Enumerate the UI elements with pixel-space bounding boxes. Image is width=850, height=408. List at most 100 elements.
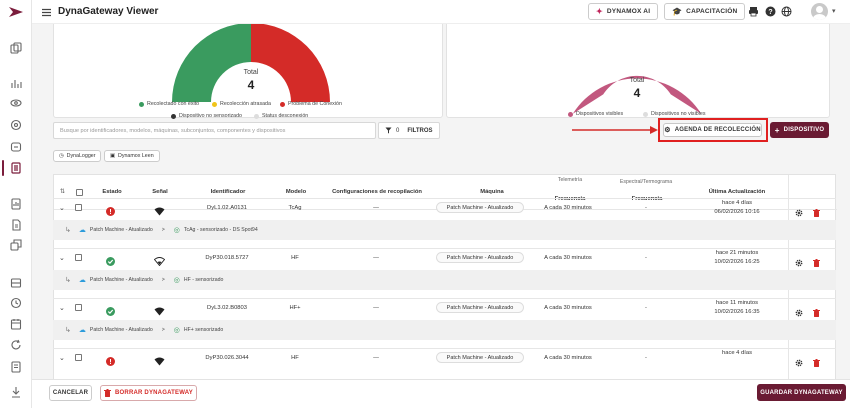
chart-slice-problem — [251, 24, 330, 102]
path-machine[interactable]: Patch Machine - Atualizado — [89, 327, 153, 333]
row-path: ↳ ☁ Patch Machine - Atualizado > ◎ HF+ sensor… — [53, 320, 836, 340]
path-breadcrumb: ↳ ☁ Patch Machine - Atualizado > ◎ TcAg - sen… — [65, 220, 258, 240]
sparkle-icon: ✦ — [596, 7, 603, 16]
menu-icon[interactable] — [41, 7, 52, 18]
delete-trash-icon[interactable] — [813, 254, 820, 272]
header-config[interactable]: Configuraciones de recopilación — [332, 189, 422, 195]
layers-icon[interactable] — [9, 238, 23, 252]
row-checkbox[interactable] — [75, 304, 82, 311]
corner-arrow-icon: ↳ — [65, 227, 71, 234]
user-avatar-icon[interactable] — [811, 3, 828, 20]
expand-chevron-icon[interactable]: ⌄ — [59, 355, 65, 362]
path-sensor[interactable]: TcAg - sensorizado - DS Spot94 — [183, 227, 258, 233]
machine-chip[interactable]: Patch Machine - Atualizado — [436, 352, 524, 363]
clock-icon[interactable] — [9, 296, 23, 310]
cell-updated-relative: hace 4 días — [722, 350, 752, 356]
training-button[interactable]: 🎓 CAPACITACIÓN — [664, 3, 746, 20]
tab-dynalogger[interactable]: ◷ DynaLogger — [53, 150, 102, 162]
cell-modelo: HF+ — [289, 305, 301, 311]
save-gateway-button[interactable]: GUARDAR DYNAGATEWAY — [757, 384, 846, 401]
cell-identificador: DyP30.026.3044 — [205, 355, 249, 361]
cell-frecuencia-telemetria: A cada 30 minutos — [544, 355, 592, 361]
collection-schedule-button[interactable]: ⚙ AGENDA DE RECOLECCIÓN — [663, 123, 762, 137]
row-checkbox[interactable] — [75, 354, 82, 361]
legend-delayed: Recolección atrasada — [212, 101, 271, 107]
gateway-icon[interactable] — [9, 161, 23, 175]
globe-icon[interactable] — [781, 6, 792, 17]
header-identificador[interactable]: Identificador — [210, 189, 246, 195]
sensor-target-icon: ◎ — [173, 327, 180, 334]
doc-list-icon[interactable] — [9, 360, 23, 374]
tab-dynamox-leen[interactable]: ▣ Dynamox Leen — [104, 150, 160, 162]
header-senal[interactable]: Señal — [152, 189, 168, 195]
cell-frecuencia-espectral: - — [645, 305, 647, 311]
signal-weak-icon — [153, 253, 166, 271]
header-telemetria: Telemetría — [557, 177, 583, 183]
cell-frecuencia-telemetria: A cada 30 minutos — [544, 255, 592, 261]
path-machine[interactable]: Patch Machine - Atualizado — [89, 227, 153, 233]
report-icon[interactable] — [9, 197, 23, 211]
cell-modelo: TcAg — [288, 205, 302, 211]
path-sensor[interactable]: HF+ sensorizado — [183, 327, 224, 333]
top-bar: DynaGateway Viewer ✦ DYNAMOX AI 🎓 CAPACI… — [32, 0, 850, 24]
calendar-icon[interactable] — [9, 317, 23, 331]
chevron-down-icon[interactable]: ▾ — [832, 8, 836, 15]
machine-chip[interactable]: Patch Machine - Atualizado — [436, 202, 524, 213]
header-frecuencia-telemetria[interactable]: Frecuencia — [554, 196, 586, 202]
sort-icon[interactable]: ⇅ — [60, 189, 66, 195]
select-all-checkbox[interactable] — [76, 189, 83, 196]
cell-identificador: DyP30.018.5727 — [205, 255, 249, 261]
print-icon[interactable] — [748, 6, 759, 17]
machine-chip[interactable]: Patch Machine - Atualizado — [436, 252, 524, 263]
row-checkbox[interactable] — [75, 204, 82, 211]
cancel-label: CANCELAR — [52, 390, 89, 396]
svg-text:?: ? — [768, 9, 772, 16]
help-icon[interactable]: ? — [765, 6, 776, 17]
add-device-button[interactable]: + DISPOSITIVO — [770, 122, 829, 138]
chart-total-value: 4 — [247, 78, 255, 92]
dynamox-ai-button[interactable]: ✦ DYNAMOX AI — [588, 3, 659, 20]
settings-gear-icon[interactable] — [795, 304, 803, 322]
sidebar-grid-icon[interactable] — [9, 77, 23, 91]
target-icon[interactable] — [9, 118, 23, 132]
delete-trash-icon[interactable] — [813, 204, 820, 222]
filters-button[interactable]: 0 FILTROS — [378, 122, 440, 139]
path-machine[interactable]: Patch Machine - Atualizado — [89, 277, 153, 283]
cell-updated-relative: hace 21 minutos — [715, 250, 759, 256]
status-error-icon — [106, 353, 115, 371]
download-icon[interactable] — [9, 385, 23, 399]
row-checkbox[interactable] — [75, 254, 82, 261]
sensor-target-icon: ◎ — [173, 277, 180, 284]
document-icon[interactable] — [9, 218, 23, 232]
path-sensor[interactable]: HF - sensorizado — [183, 277, 224, 283]
signal-strong-icon — [154, 203, 165, 221]
expand-chevron-icon[interactable]: ⌄ — [59, 305, 65, 312]
settings-gear-icon[interactable] — [795, 254, 803, 272]
delete-trash-icon[interactable] — [813, 304, 820, 322]
refresh-icon[interactable] — [9, 338, 23, 352]
list-icon[interactable] — [9, 276, 23, 290]
header-maquina[interactable]: Máquina — [480, 189, 504, 195]
add-device-label: DISPOSITIVO — [783, 127, 825, 133]
expand-chevron-icon[interactable]: ⌄ — [59, 255, 65, 262]
settings-gear-icon[interactable] — [795, 204, 803, 222]
collections-icon[interactable] — [9, 41, 23, 55]
search-input[interactable]: Busque por identificadores, modelos, máq… — [53, 122, 376, 139]
expand-chevron-icon[interactable]: ⌄ — [59, 205, 65, 212]
gauge-icon[interactable] — [9, 140, 23, 154]
row-path: ↳ ☁ Patch Machine - Atualizado > ◎ TcAg - sen… — [53, 220, 836, 240]
cell-identificador: DyL1.02.A0131 — [207, 205, 247, 211]
machine-chip[interactable]: Patch Machine - Atualizado — [436, 302, 524, 313]
delete-gateway-button[interactable]: BORRAR DYNAGATEWAY — [100, 385, 197, 401]
header-estado[interactable]: Estado — [102, 189, 122, 195]
sensor-target-icon: ◎ — [173, 227, 180, 234]
cancel-button[interactable]: CANCELAR — [49, 385, 92, 401]
delete-trash-icon[interactable] — [813, 354, 820, 372]
eye-icon[interactable] — [9, 96, 23, 110]
header-frecuencia-espectral[interactable]: Frecuencia — [631, 196, 663, 202]
device-icon: ◷ — [59, 153, 64, 159]
cell-frecuencia-telemetria: A cada 30 minutos — [544, 205, 592, 211]
header-modelo[interactable]: Modelo — [285, 189, 307, 195]
header-ultima-actualizacion[interactable]: Última Actualización — [708, 189, 766, 195]
settings-gear-icon[interactable] — [795, 354, 803, 372]
